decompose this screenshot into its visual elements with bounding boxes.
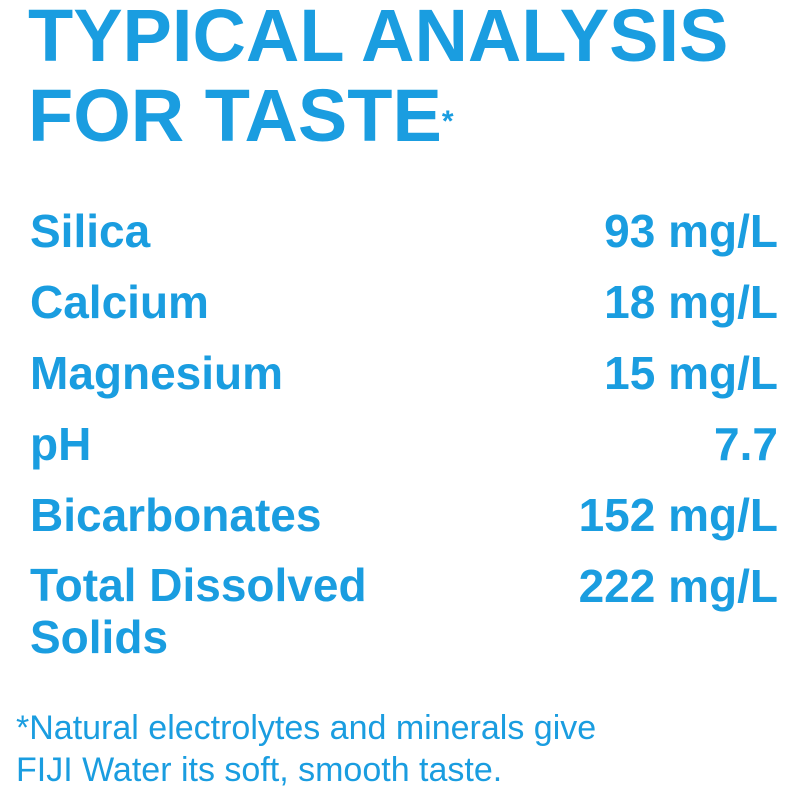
table-row: Calcium 18 mg/L bbox=[30, 267, 778, 338]
footnote-line-2: FIJI Water its soft, smooth taste. bbox=[16, 751, 503, 789]
row-label: Magnesium bbox=[30, 347, 284, 399]
footnote: *Natural electrolytes and minerals give … bbox=[16, 707, 596, 791]
asterisk: * bbox=[441, 105, 454, 138]
row-label: Bicarbonates bbox=[30, 489, 322, 541]
footnote-line-1: *Natural electrolytes and minerals give bbox=[16, 709, 597, 747]
row-value: 222 mg/L bbox=[578, 560, 778, 612]
analysis-table: Silica 93 mg/L Calcium 18 mg/L Magnesium 15… bbox=[30, 196, 778, 663]
table-row: Silica 93 mg/L bbox=[30, 196, 778, 267]
row-value: 152 mg/L bbox=[578, 489, 778, 541]
row-label: Calcium bbox=[30, 276, 209, 328]
table-row: Bicarbonates 152 mg/L bbox=[30, 480, 778, 551]
row-label: Silica bbox=[30, 205, 151, 257]
row-value: 93 mg/L bbox=[604, 205, 778, 257]
row-label: pH bbox=[30, 418, 92, 470]
table-row: Total Dissolved Solids 222 mg/L bbox=[30, 551, 778, 663]
page-title: TYPICAL ANALYSIS FOR TASTE* bbox=[28, 0, 728, 156]
table-row: pH 7.7 bbox=[30, 409, 778, 480]
table-row: Magnesium 15 mg/L bbox=[30, 338, 778, 409]
row-label: Total Dissolved Solids bbox=[30, 559, 367, 663]
title-line-1: TYPICAL ANALYSIS bbox=[28, 0, 729, 77]
title-line-2: FOR TASTE* bbox=[28, 74, 454, 157]
row-value: 7.7 bbox=[714, 418, 778, 470]
row-value: 18 mg/L bbox=[604, 276, 778, 328]
row-value: 15 mg/L bbox=[604, 347, 778, 399]
